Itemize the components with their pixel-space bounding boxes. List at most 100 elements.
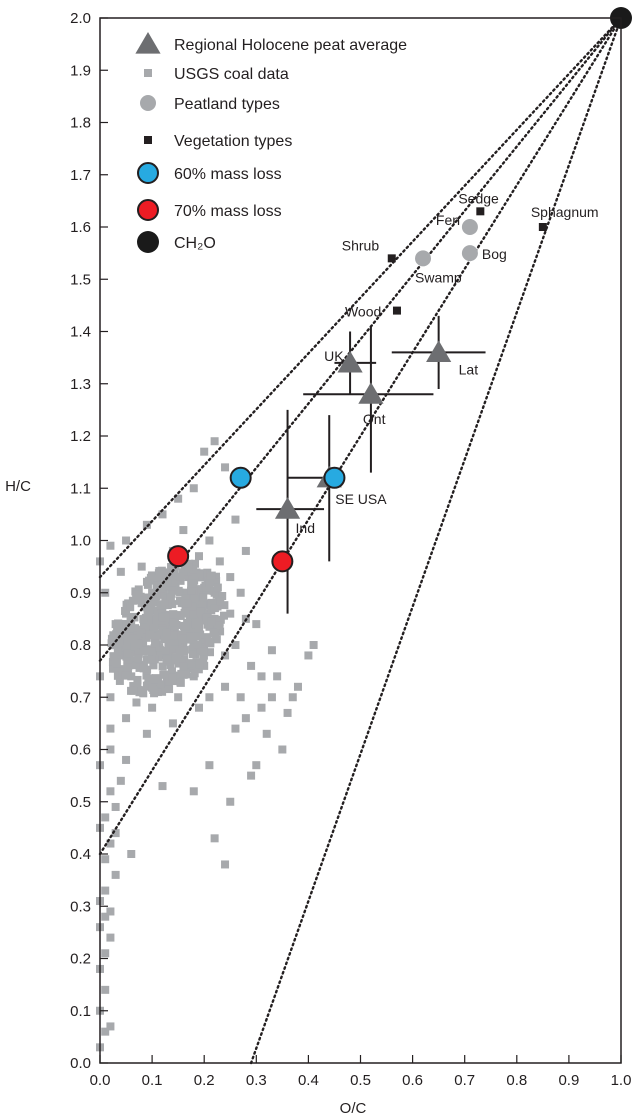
x-tick-label: 1.0 — [611, 1072, 632, 1089]
coal-point — [168, 673, 177, 682]
coal-point — [252, 761, 261, 770]
coal-point — [198, 635, 207, 644]
mass-loss-70-circle — [271, 550, 294, 573]
y-tick-label: 0.6 — [70, 742, 91, 759]
coal-point — [122, 755, 131, 764]
coal-point — [205, 622, 214, 631]
coal-point — [110, 631, 119, 640]
coal-point — [189, 484, 198, 493]
coal-point — [170, 637, 179, 646]
coal-point — [309, 641, 318, 649]
coal-point — [211, 578, 220, 587]
coal-point — [134, 649, 143, 658]
coal-point — [200, 447, 209, 456]
coal-point — [106, 839, 115, 848]
coal-point — [134, 654, 143, 663]
coal-point — [221, 860, 230, 869]
coal-point — [101, 1027, 110, 1036]
coal-point — [273, 672, 282, 681]
coal-point — [206, 648, 215, 657]
coal-point — [160, 635, 169, 644]
coal-point — [106, 745, 115, 754]
coal-point — [158, 510, 167, 519]
coal-point — [196, 607, 205, 616]
coal-point — [155, 567, 164, 576]
coal-point — [122, 536, 131, 545]
coal-point — [188, 575, 197, 584]
coal-point — [194, 703, 203, 712]
coal-point — [190, 594, 199, 603]
coal-point — [180, 655, 189, 664]
coal-point — [212, 635, 221, 644]
usgs-coal-points — [96, 437, 318, 1052]
coal-point — [116, 567, 125, 576]
coal-point — [155, 631, 164, 640]
coal-point — [163, 577, 172, 586]
coal-point — [202, 613, 211, 622]
coal-point — [150, 598, 159, 607]
coal-point — [109, 652, 118, 661]
coal-point — [101, 813, 110, 822]
coal-point — [147, 571, 156, 580]
coal-point — [114, 619, 123, 628]
coal-point — [123, 634, 132, 643]
coal-point — [189, 565, 198, 574]
coal-point — [142, 577, 151, 586]
coal-point — [236, 588, 245, 597]
legend-label: 60% mass loss — [174, 166, 282, 183]
legend-label: Peatland types — [174, 96, 280, 113]
reference-line — [98, 16, 623, 662]
regional-peat-triangle — [274, 497, 301, 519]
coal-point — [169, 610, 178, 619]
coal-point — [142, 520, 151, 529]
coal-point — [195, 570, 204, 579]
coal-point — [168, 578, 177, 587]
coal-point — [293, 682, 302, 691]
x-tick-label: 0.4 — [298, 1072, 319, 1089]
coal-point — [175, 648, 184, 657]
coal-point — [130, 661, 139, 670]
coal-point — [216, 615, 225, 624]
x-tick-label: 0.0 — [90, 1072, 111, 1089]
coal-point — [123, 665, 132, 674]
regional-peat-triangle — [358, 382, 384, 404]
coal-point — [106, 907, 115, 916]
coal-point — [156, 572, 165, 581]
y-tick-label: 1.4 — [70, 324, 91, 341]
legend: Regional Holocene peat average USGS coal … — [135, 32, 407, 253]
coal-point — [190, 669, 199, 678]
coal-point — [106, 693, 115, 702]
coal-point — [169, 631, 178, 640]
coal-point — [226, 573, 235, 582]
y-tick-label: 0.0 — [70, 1055, 91, 1072]
coal-point — [151, 639, 160, 648]
coal-point — [150, 689, 159, 698]
coal-point — [231, 641, 240, 649]
coal-point — [129, 634, 138, 643]
coal-point — [189, 610, 198, 619]
y-tick-label: 0.9 — [70, 585, 91, 602]
coal-point — [162, 684, 171, 693]
coal-point — [199, 651, 208, 660]
coal-point — [139, 689, 148, 698]
y-tick-label: 0.7 — [70, 689, 91, 706]
coal-point — [106, 933, 115, 942]
coal-point — [121, 671, 130, 680]
coal-point — [174, 693, 183, 702]
coal-point — [101, 985, 110, 994]
y-tick-label: 1.5 — [70, 271, 91, 288]
coal-point — [231, 724, 240, 733]
regional-peat-label: Ont — [363, 411, 386, 427]
coal-point — [179, 662, 188, 671]
reference-lines — [98, 16, 623, 1065]
x-tick-label: 0.5 — [350, 1072, 371, 1089]
coal-point — [180, 599, 189, 608]
coal-point — [257, 703, 266, 712]
coal-point — [211, 623, 220, 632]
coal-point — [108, 664, 117, 673]
coal-point — [231, 515, 240, 524]
y-tick-label: 0.2 — [70, 951, 91, 968]
coal-point — [106, 1022, 115, 1031]
coal-point — [158, 782, 167, 791]
coal-point — [139, 664, 148, 673]
